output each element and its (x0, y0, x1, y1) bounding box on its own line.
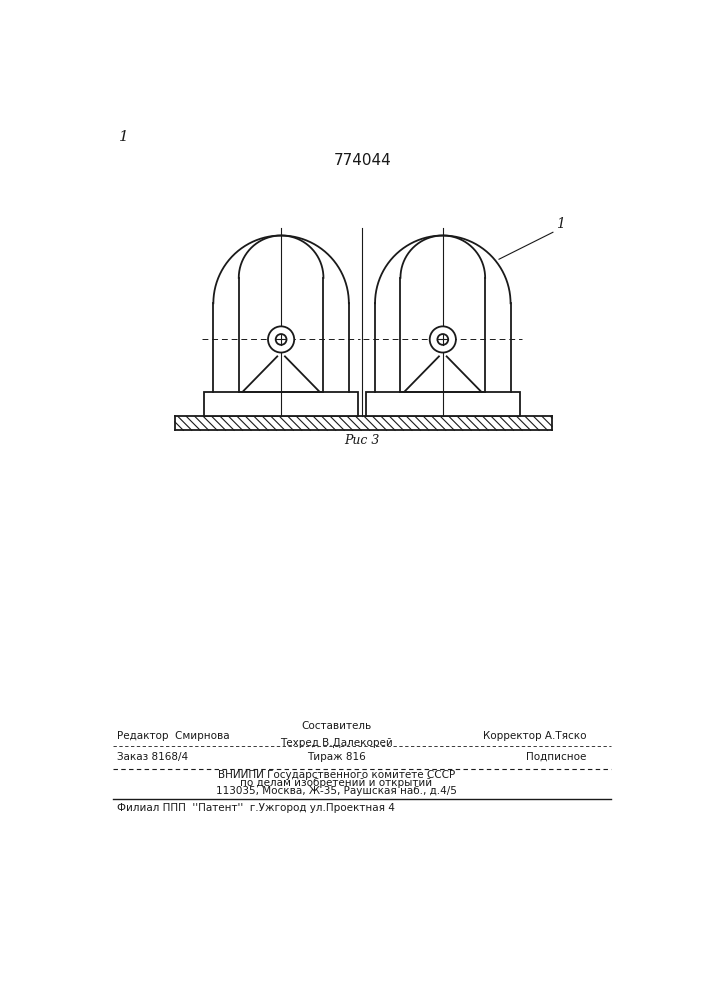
Text: Техред В.Далекорей: Техред В.Далекорей (280, 738, 393, 748)
Circle shape (268, 326, 294, 353)
Circle shape (430, 326, 456, 353)
Text: по делам изобретений и открытий: по делам изобретений и открытий (240, 778, 433, 788)
Text: Подписное: Подписное (527, 752, 587, 762)
Text: Филиал ППП  ''Патент''  г.Ужгород ул.Проектная 4: Филиал ППП ''Патент'' г.Ужгород ул.Проек… (117, 803, 395, 813)
Text: Составитель: Составитель (301, 721, 372, 731)
Bar (366, 392, 520, 416)
Text: 113035, Москва, Ж-35, Раушская наб., д.4/5: 113035, Москва, Ж-35, Раушская наб., д.4… (216, 786, 457, 796)
Text: 1: 1 (119, 130, 129, 144)
Bar (204, 392, 358, 416)
Circle shape (276, 334, 286, 345)
Text: Корректор А.Тяско: Корректор А.Тяско (484, 731, 587, 741)
Text: 774044: 774044 (334, 153, 391, 168)
Circle shape (438, 334, 448, 345)
Text: ВНИИПИ Государственного комитете СССР: ВНИИПИ Государственного комитете СССР (218, 770, 455, 780)
Text: Редактор  Смирнова: Редактор Смирнова (117, 731, 230, 741)
Text: Рис 3: Рис 3 (344, 434, 380, 447)
Text: Заказ 8168/4: Заказ 8168/4 (117, 752, 188, 762)
Text: 1: 1 (556, 217, 565, 231)
Text: Тираж 816: Тираж 816 (307, 752, 366, 762)
